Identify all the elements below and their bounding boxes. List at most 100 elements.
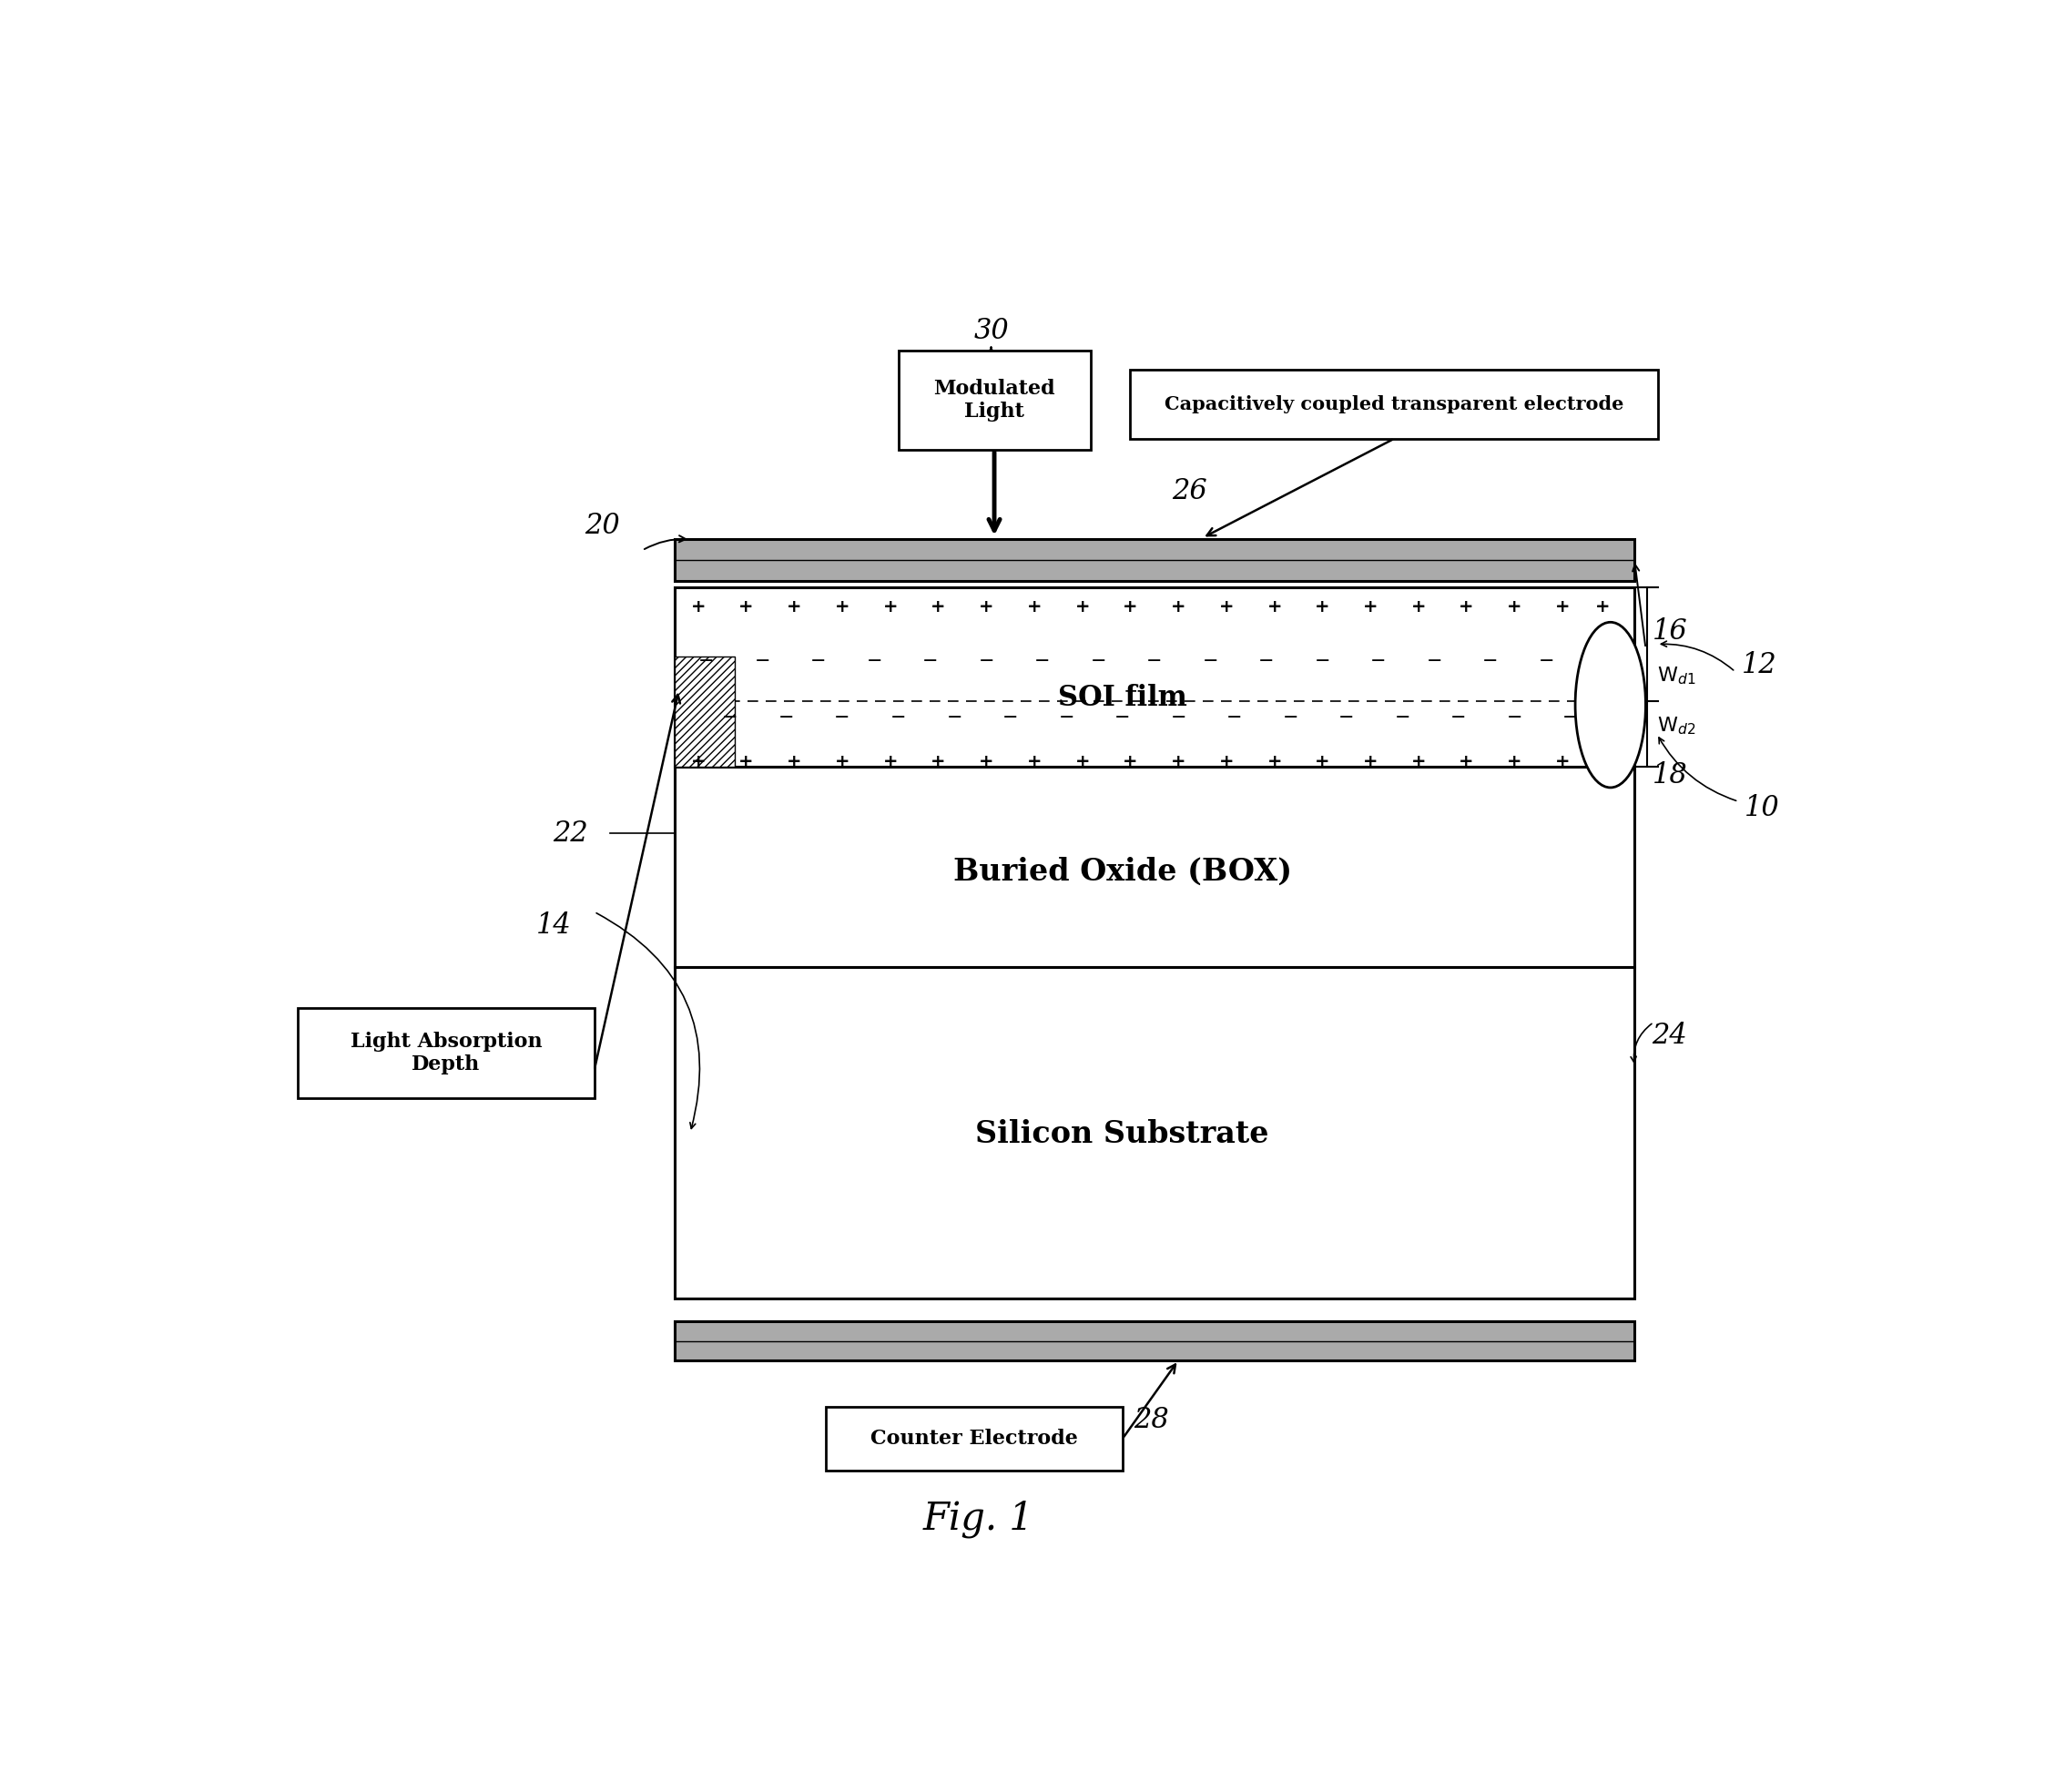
Text: +: +: [979, 599, 993, 616]
Text: −: −: [698, 652, 714, 670]
Text: +: +: [1555, 753, 1569, 771]
Text: −: −: [834, 708, 851, 726]
Text: 22: 22: [553, 819, 589, 848]
Text: −: −: [809, 652, 826, 670]
Text: −: −: [1538, 652, 1555, 670]
Bar: [673, 1322, 1633, 1360]
Text: +: +: [1363, 599, 1377, 616]
Text: −: −: [1483, 652, 1499, 670]
Text: −: −: [1002, 708, 1018, 726]
Text: +: +: [787, 599, 801, 616]
Text: −: −: [1563, 708, 1578, 726]
Text: +: +: [1363, 753, 1377, 771]
Text: 16: 16: [1652, 618, 1687, 645]
Bar: [898, 349, 1090, 450]
Text: −: −: [1282, 708, 1299, 726]
Text: +: +: [1315, 599, 1330, 616]
Text: +: +: [931, 753, 946, 771]
Text: 26: 26: [1173, 477, 1208, 505]
Text: +: +: [1074, 753, 1090, 771]
Text: +: +: [739, 599, 754, 616]
Text: +: +: [1315, 753, 1330, 771]
Text: +: +: [1266, 753, 1282, 771]
Text: −: −: [1450, 708, 1466, 726]
Text: 10: 10: [1745, 794, 1780, 823]
Text: Buried Oxide (BOX): Buried Oxide (BOX): [952, 857, 1293, 887]
Text: +: +: [1410, 599, 1427, 616]
Bar: [673, 767, 1633, 968]
Text: +: +: [1594, 753, 1611, 771]
Text: −: −: [1315, 652, 1330, 670]
Text: −: −: [754, 652, 770, 670]
Text: Silicon Substrate: Silicon Substrate: [975, 1118, 1270, 1149]
Text: 24: 24: [1652, 1021, 1687, 1050]
Text: +: +: [882, 599, 898, 616]
Text: +: +: [787, 753, 801, 771]
Text: −: −: [723, 708, 737, 726]
Bar: [826, 1407, 1121, 1471]
Text: −: −: [1171, 708, 1185, 726]
Text: 12: 12: [1741, 650, 1776, 679]
Text: +: +: [1123, 599, 1138, 616]
Text: +: +: [1026, 599, 1043, 616]
Text: +: +: [931, 599, 946, 616]
Text: −: −: [1202, 652, 1218, 670]
Text: +: +: [1410, 753, 1427, 771]
Text: Modulated
Light: Modulated Light: [933, 378, 1055, 421]
Text: −: −: [1586, 652, 1602, 670]
Text: +: +: [739, 753, 754, 771]
Text: −: −: [946, 708, 962, 726]
Text: Capacitively coupled transparent electrode: Capacitively coupled transparent electro…: [1165, 394, 1623, 414]
Text: +: +: [1074, 599, 1090, 616]
Text: +: +: [1218, 599, 1235, 616]
Bar: [1130, 369, 1658, 439]
Text: +: +: [1218, 753, 1235, 771]
Text: −: −: [979, 652, 993, 670]
Text: +: +: [1171, 599, 1185, 616]
Text: −: −: [867, 652, 882, 670]
Text: −: −: [1035, 652, 1051, 670]
Text: 20: 20: [584, 511, 620, 539]
Text: −: −: [1059, 708, 1074, 726]
Text: −: −: [890, 708, 907, 726]
Text: 18: 18: [1652, 762, 1687, 788]
Text: +: +: [834, 599, 851, 616]
Bar: [673, 656, 735, 767]
Ellipse shape: [1576, 622, 1646, 787]
Text: −: −: [923, 652, 938, 670]
Text: −: −: [779, 708, 795, 726]
Bar: [673, 968, 1633, 1297]
Text: Light Absorption
Depth: Light Absorption Depth: [351, 1032, 541, 1075]
Text: +: +: [834, 753, 851, 771]
Text: +: +: [1123, 753, 1138, 771]
Text: −: −: [1227, 708, 1243, 726]
Text: −: −: [1258, 652, 1274, 670]
Text: −: −: [1507, 708, 1522, 726]
Text: −: −: [1338, 708, 1355, 726]
Text: −: −: [1146, 652, 1163, 670]
Text: +: +: [690, 599, 706, 616]
Bar: [297, 1009, 595, 1098]
Text: +: +: [1507, 599, 1522, 616]
Text: +: +: [1171, 753, 1185, 771]
Bar: [673, 539, 1633, 581]
Text: 14: 14: [537, 912, 572, 939]
Text: Counter Electrode: Counter Electrode: [871, 1428, 1078, 1450]
Text: +: +: [979, 753, 993, 771]
Bar: [673, 588, 1633, 767]
Text: −: −: [1427, 652, 1441, 670]
Text: −: −: [1371, 652, 1386, 670]
Text: +: +: [1507, 753, 1522, 771]
Text: +: +: [1266, 599, 1282, 616]
Text: W$_{d2}$: W$_{d2}$: [1656, 715, 1695, 737]
Text: 28: 28: [1134, 1405, 1169, 1434]
Text: −: −: [1394, 708, 1410, 726]
Text: SOI film: SOI film: [1057, 685, 1187, 711]
Text: W$_{d1}$: W$_{d1}$: [1656, 665, 1695, 686]
Text: +: +: [1555, 599, 1569, 616]
Text: 30: 30: [973, 317, 1008, 346]
Text: +: +: [1458, 599, 1474, 616]
Text: +: +: [1594, 599, 1611, 616]
Text: −: −: [1090, 652, 1107, 670]
Text: Fig. 1: Fig. 1: [923, 1500, 1035, 1538]
